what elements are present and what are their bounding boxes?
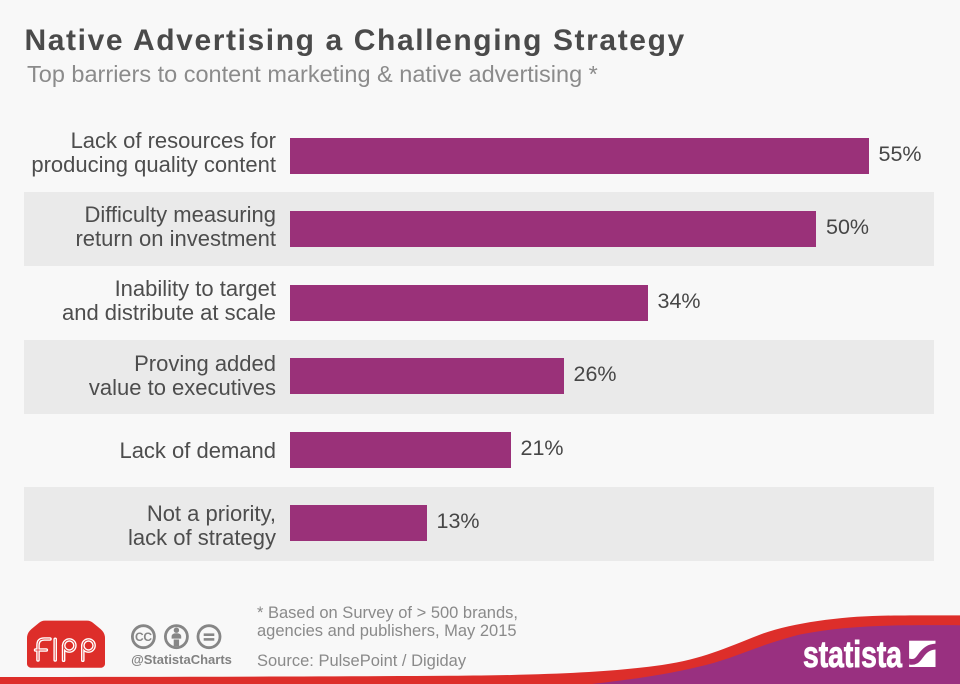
svg-text:statista: statista	[803, 633, 903, 675]
svg-text:CC: CC	[135, 630, 152, 644]
